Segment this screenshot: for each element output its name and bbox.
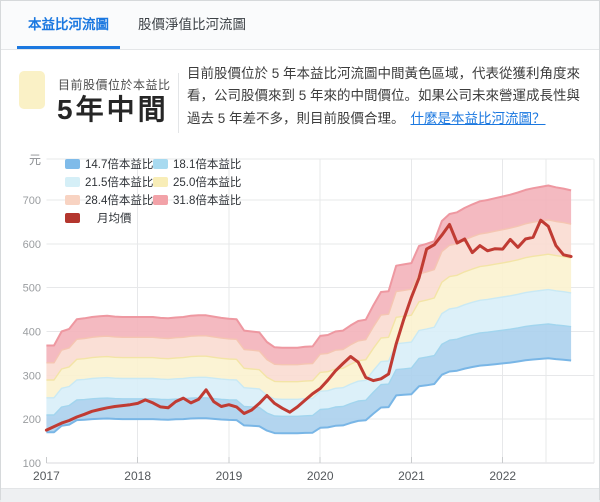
tab-pe-river-label: 本益比河流圖 [28, 17, 109, 32]
valuation-zone-badge [19, 71, 45, 109]
chart-type-tabs: 本益比河流圖 股價淨值比河流圖 [1, 1, 599, 50]
legend-swatch-pe-21.5x [65, 177, 80, 187]
y-axis-tick-label: 400 [23, 326, 41, 338]
insight-value: 5年中間 [57, 94, 169, 125]
x-axis-tick-label: 2021 [398, 469, 425, 483]
legend-item-pe-28.4x[interactable]: 28.4倍本益比 [65, 191, 153, 209]
legend-item-pe-14.7x[interactable]: 14.7倍本益比 [65, 155, 153, 173]
pe-band-21.5x-to-25x[interactable] [46, 254, 572, 400]
divider [178, 73, 179, 133]
pe-band-28.4x-to-31.8x[interactable] [46, 185, 572, 365]
legend-label: 14.7倍本益比 [85, 159, 154, 171]
x-axis-tick-label: 2018 [124, 469, 151, 483]
y-axis-tick-label: 300 [23, 370, 41, 382]
y-axis-tick-label: 600 [23, 239, 41, 251]
legend-item-pe-21.5x[interactable]: 21.5倍本益比 [65, 173, 153, 191]
legend-swatch-pe-31.8x [153, 195, 168, 205]
legend-swatch-pe-18.1x [153, 159, 168, 169]
what-is-pe-river-link[interactable]: 什麼是本益比河流圖？ [410, 110, 546, 126]
pe-line-31.8x [46, 184, 572, 349]
legend-label: 18.1倍本益比 [173, 159, 242, 171]
tab-pe-river[interactable]: 本益比河流圖 [17, 1, 120, 49]
insight-description-text: 目前股價位於 5 年本益比河流圖中間黃色區域，代表從獲利角度來看，公司股價來到 … [187, 66, 581, 126]
pe-line-28.4x [46, 219, 572, 366]
x-axis-tick-label: 2020 [307, 469, 334, 483]
legend-swatch-monthly-avg-price [65, 213, 80, 223]
insight-label: 目前股價位於本益比 [58, 78, 171, 92]
pe-line-18.1x [46, 323, 572, 417]
y-axis-tick-label: 200 [23, 414, 41, 426]
legend-swatch-pe-28.4x [65, 195, 80, 205]
tab-pb-river[interactable]: 股價淨值比河流圖 [138, 1, 246, 49]
x-axis-tick-label: 2017 [33, 469, 60, 483]
x-axis-tick-label: 2019 [216, 469, 243, 483]
legend-item-monthly-avg-price[interactable]: 月均價 [65, 209, 153, 227]
legend-label: 31.8倍本益比 [173, 195, 242, 207]
y-axis-tick-label: 700 [23, 195, 41, 207]
tab-pb-river-label: 股價淨值比河流圖 [138, 17, 246, 32]
active-tab-indicator [17, 46, 120, 49]
legend-item-pe-18.1x[interactable]: 18.1倍本益比 [153, 155, 241, 173]
monthly-average-price-line[interactable] [44, 218, 573, 432]
y-axis-tick-label: 100 [23, 458, 41, 470]
pe-line-14.7x [46, 357, 572, 435]
chart-legend: 14.7倍本益比 18.1倍本益比 21.5倍本益比 25.0倍本益比 28.4… [65, 155, 241, 227]
pe-line-25x [46, 253, 572, 383]
legend-item-pe-31.8x[interactable]: 31.8倍本益比 [153, 191, 241, 209]
page-background-strip [1, 488, 599, 502]
pe-band-25x-to-28.4x[interactable] [46, 219, 572, 382]
legend-label: 28.4倍本益比 [85, 195, 154, 207]
legend-swatch-pe-14.7x [65, 159, 80, 169]
legend-label: 25.0倍本益比 [173, 177, 242, 189]
legend-swatch-pe-25.0x [153, 177, 168, 187]
legend-label: 21.5倍本益比 [85, 177, 154, 189]
y-axis-unit-label: 元 [29, 153, 41, 167]
legend-item-pe-25.0x[interactable]: 25.0倍本益比 [153, 173, 241, 191]
x-axis-tick-label: 2022 [489, 469, 516, 483]
y-axis-tick-label: 500 [23, 283, 41, 295]
pe-band-18.1x-to-21.5x[interactable] [46, 289, 572, 417]
pe-band-14.7x-to-18.1x[interactable] [46, 324, 572, 434]
insight-description: 目前股價位於 5 年本益比河流圖中間黃色區域，代表從獲利角度來看，公司股價來到 … [187, 63, 589, 130]
legend-label: 月均價 [97, 213, 132, 225]
